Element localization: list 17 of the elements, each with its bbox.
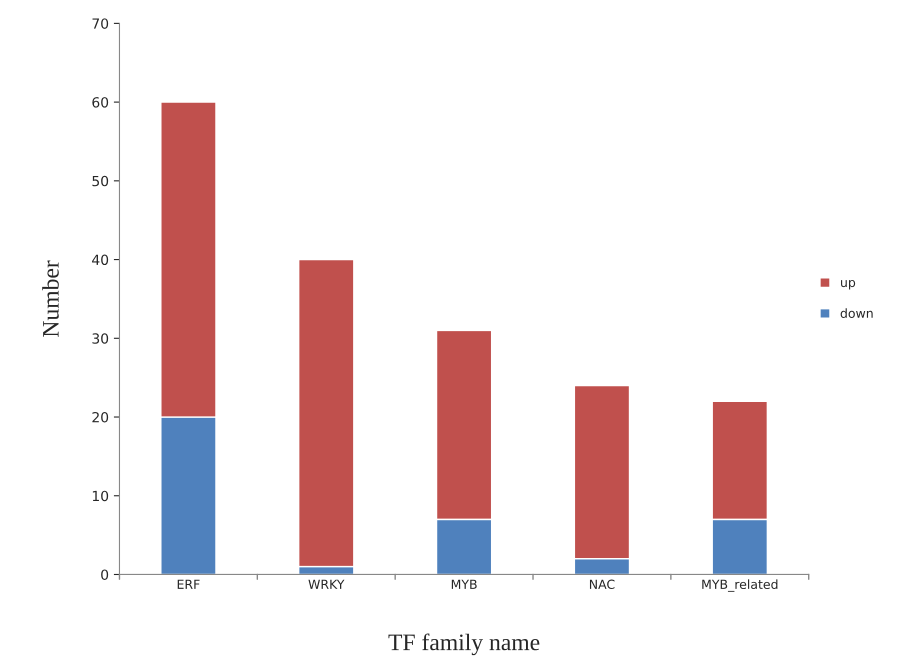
- y-axis-title: Number: [42, 260, 59, 337]
- y-tick-label: 30: [92, 333, 108, 344]
- y-tick-label: 60: [92, 97, 108, 108]
- x-tick-label: NAC: [590, 580, 614, 590]
- y-tick-label: 50: [92, 176, 108, 186]
- x-tick-label: ERF: [178, 580, 200, 589]
- y-tick-label: 40: [92, 254, 108, 266]
- x-tick-label: WRKY: [308, 580, 344, 589]
- y-tick-label: 20: [92, 412, 108, 422]
- x-axis-title: TF family name: [388, 633, 540, 656]
- legend-label: up: [841, 280, 856, 290]
- y-tick-label: 0: [101, 569, 108, 580]
- y-tick-label: 10: [92, 490, 108, 502]
- legend-label: down: [840, 308, 873, 318]
- y-tick-label: 70: [92, 18, 108, 29]
- x-tick-label: MYB_related: [702, 579, 778, 592]
- x-tick-label: MYB: [452, 580, 477, 589]
